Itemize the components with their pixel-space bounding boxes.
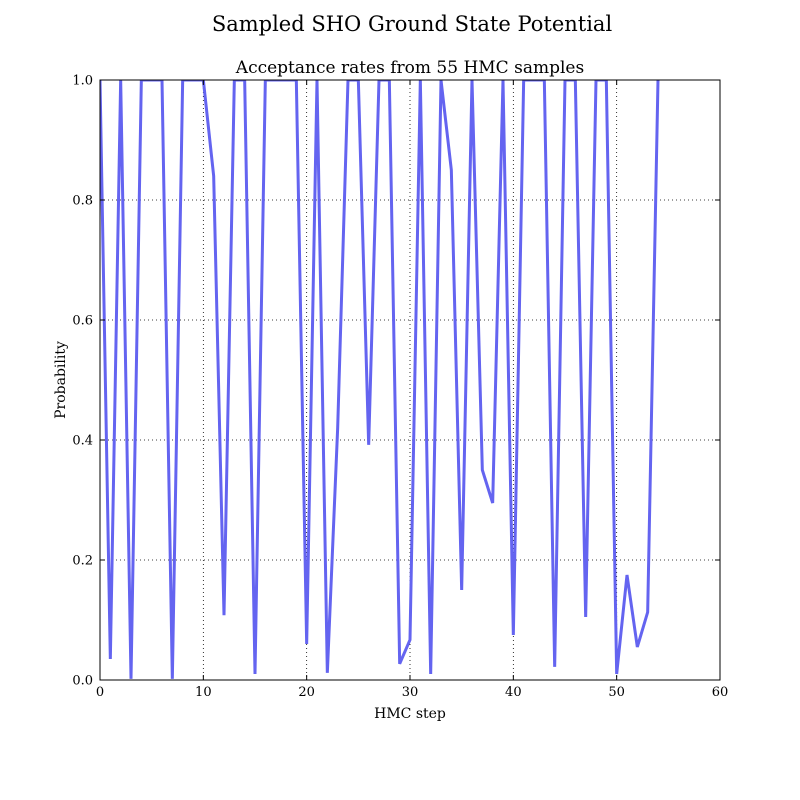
figure-suptitle: Sampled SHO Ground State Potential [212,12,613,36]
y-tick-label: 0.2 [72,554,93,569]
chart-title: Acceptance rates from 55 HMC samples [235,58,584,78]
data-series [100,80,660,679]
y-tick-label: 0.8 [72,194,93,209]
x-tick-label: 40 [505,685,522,700]
x-tick-label: 50 [608,685,625,700]
axis-ticks: 0 10 20 30 40 50 60 0.0 0.2 0.4 0.6 0.8 1.0 [72,74,728,701]
x-tick-label: 0 [96,685,104,700]
x-axis-label: HMC step [374,706,446,722]
x-tick-label: 60 [712,685,729,700]
y-axis-label: Probability [53,341,69,419]
x-tick-label: 30 [402,685,419,700]
y-tick-label: 0.6 [72,314,93,329]
y-tick-label: 0.4 [72,434,93,449]
y-tick-label: 1.0 [72,74,93,89]
series-line [100,80,660,679]
x-tick-label: 20 [298,685,315,700]
x-tick-label: 10 [195,685,212,700]
y-tick-label: 0.0 [72,674,93,689]
grid [100,80,720,680]
